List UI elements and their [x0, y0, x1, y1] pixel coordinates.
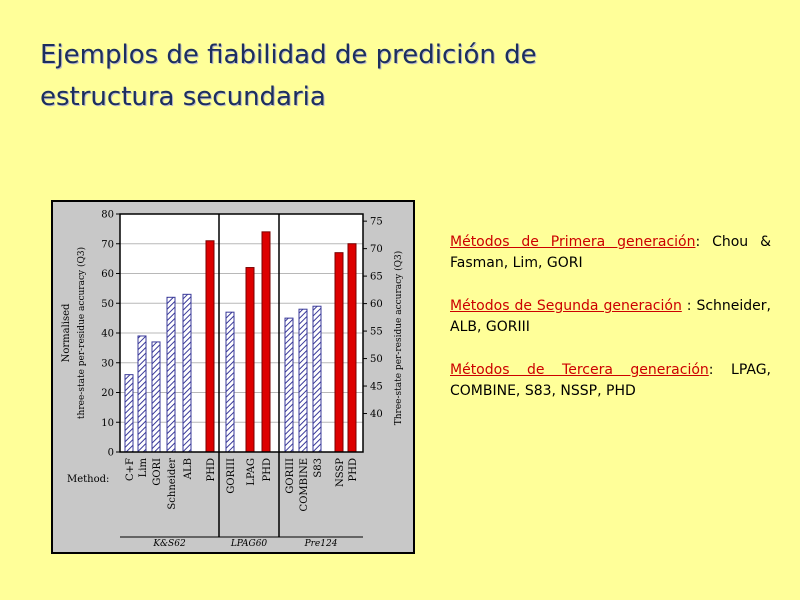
left-tick-label: 40 [101, 329, 114, 340]
category-label: ALB [183, 458, 194, 480]
accuracy-chart-svg: C+F Lim GORI Schneider ALB PHD K&S62 GORIII LPAG… [61, 210, 404, 550]
note-text: : LPAG, COMBINE, S83, NSSP, PHD [450, 362, 771, 399]
title-line-1: Ejemplos de fiabilidad de predición de [40, 40, 537, 70]
left-tick-label: 30 [101, 358, 114, 369]
bar-pre124-nssp [334, 252, 344, 453]
category-label: C+F [125, 458, 136, 481]
category-label: GORIII [226, 458, 237, 494]
note-second-generation: Métodos de Segunda generación : Schneide… [450, 296, 771, 338]
note-third-generation: Métodos de Tercera generación: LPAG, COM… [450, 360, 771, 402]
right-tick-label: 45 [370, 382, 383, 393]
dataset-label: LPAG60 [230, 539, 268, 549]
right-tick-label: 55 [370, 327, 383, 338]
left-axis-title-line2: three-state per-residue accuracy (Q3) [76, 247, 87, 419]
bar-pre124-goriii [284, 317, 294, 453]
category-label: PHD [206, 458, 217, 481]
category-label: PHD [262, 458, 273, 481]
note-text: : Schneider, ALB, GORIII [450, 298, 772, 335]
note-term: Métodos de Tercera generación [450, 362, 709, 378]
category-label: GORI [152, 458, 163, 486]
left-tick-label: 20 [101, 388, 114, 399]
right-tick-label: 70 [370, 244, 383, 255]
note-term: Métodos de Segunda generación [450, 298, 682, 314]
note-term: Métodos de Primera generación [450, 234, 696, 250]
bar-lpag60-goriii [225, 311, 235, 453]
method-label: Method: [67, 474, 109, 485]
right-tick-label: 50 [370, 354, 383, 365]
right-tick-label: 65 [370, 272, 383, 283]
bar-pre124-phd [347, 243, 357, 453]
left-tick-label: 60 [101, 269, 114, 280]
dataset-label: K&S62 [152, 539, 186, 549]
bar-pre124-combine [298, 308, 308, 453]
bar-lpag60-phd [261, 231, 271, 453]
right-tick-label: 75 [370, 217, 383, 228]
note-first-generation: Métodos de Primera generación: Chou & Fa… [450, 232, 771, 274]
bar-ks62-phd [205, 240, 215, 453]
category-label: Lim [138, 457, 149, 477]
left-axis-title-line1: Normalised [61, 303, 72, 362]
category-label: LPAG [246, 458, 257, 486]
bar-lpag60-lpag [245, 267, 255, 453]
right-tick-label: 60 [370, 299, 383, 310]
accuracy-chart: C+F Lim GORI Schneider ALB PHD K&S62 GORIII LPAG… [51, 200, 415, 554]
dataset-label: Pre124 [304, 539, 338, 549]
bar-ks62-cf [124, 374, 134, 453]
left-tick-label: 70 [101, 239, 114, 250]
bar-ks62-alb [182, 293, 192, 453]
note-text: : Chou & Fasman, Lim, GORI [450, 234, 771, 271]
category-label: Schneider [167, 458, 178, 510]
left-tick-label: 80 [101, 210, 114, 221]
category-label: COMBINE [299, 458, 310, 511]
bar-pre124-s83 [312, 305, 322, 453]
bar-ks62-lim [137, 335, 147, 453]
left-tick-label: 50 [101, 299, 114, 310]
right-axis-title: Three-state per-residue accuracy (Q3) [393, 251, 404, 426]
category-label: NSSP [335, 458, 346, 487]
title-line-2: estructura secundaria [40, 82, 326, 112]
category-label: GORIII [285, 458, 296, 494]
left-tick-label: 0 [108, 448, 114, 459]
generation-notes: Métodos de Primera generación: Chou & Fa… [450, 232, 771, 424]
bar-ks62-gori [151, 341, 161, 453]
bar-ks62-schneider [166, 296, 176, 453]
category-label: S83 [313, 458, 324, 478]
left-tick-label: 10 [101, 418, 114, 429]
slide-title: Ejemplos de fiabilidad de predición de e… [40, 34, 660, 118]
right-tick-label: 40 [370, 409, 383, 420]
category-label: PHD [348, 458, 359, 481]
